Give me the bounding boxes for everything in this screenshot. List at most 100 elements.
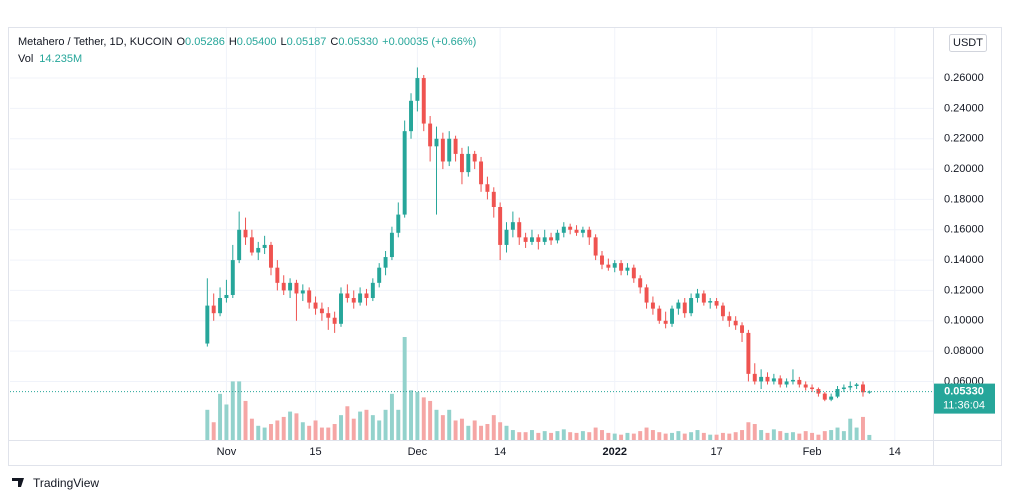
volume-bar [351, 418, 356, 440]
y-tick-label: 0.24000 [944, 102, 984, 114]
volume-bar [510, 430, 515, 440]
symbol: Metahero / Tether, 1D, KUCOIN [18, 36, 173, 48]
volume-bar [466, 425, 471, 440]
logo-icon [12, 478, 24, 487]
volume-bar [313, 420, 318, 440]
candle-body [670, 308, 674, 324]
volume-bar [670, 432, 674, 440]
volume-bar [587, 432, 592, 440]
volume-bar [211, 422, 216, 440]
y-tick-label: 0.22000 [944, 133, 984, 145]
x-tick-label: 2022 [602, 446, 626, 458]
candle-body [491, 191, 496, 207]
countdown: 11:36:04 [943, 400, 985, 412]
volume-bar [383, 409, 388, 440]
candle-body [822, 393, 827, 400]
volume-bar [593, 427, 598, 440]
candle-body [759, 376, 764, 382]
volume-bar [307, 425, 312, 440]
volume-bar [288, 411, 293, 440]
candle-body [275, 267, 280, 283]
candle-body [746, 332, 751, 374]
volume-bar [256, 425, 261, 440]
candle-body [364, 293, 369, 299]
volume-bar [237, 381, 242, 440]
candle-body [708, 301, 713, 303]
volume-bar [275, 420, 280, 440]
y-tick-label: 0.12000 [944, 284, 984, 296]
candle-body [536, 237, 541, 242]
candle-body [459, 153, 464, 173]
volume-legend: Vol 14.235M [18, 53, 82, 65]
ohlc-field-value: 0.05400 [237, 36, 277, 48]
candle-body [211, 305, 216, 314]
candle-body [771, 378, 776, 382]
candle-body [867, 391, 872, 393]
currency-box[interactable] [949, 34, 987, 52]
candle-body [765, 376, 770, 382]
volume-bar [644, 427, 649, 440]
candle-body [326, 313, 331, 318]
candle-body [689, 298, 694, 314]
candle-body [784, 381, 789, 385]
volume-pane [205, 337, 872, 440]
candle-body [841, 387, 846, 390]
volume-bar [319, 427, 324, 440]
candle-body [861, 384, 865, 393]
candle-body [740, 325, 745, 333]
candle-body [593, 237, 598, 256]
grid [10, 28, 933, 440]
volume-bar [402, 337, 407, 440]
candle-body [510, 222, 515, 230]
volume-bar [574, 432, 579, 440]
y-tick-label: 0.08000 [944, 345, 984, 357]
candle-body [733, 320, 738, 326]
candle-body [402, 131, 407, 215]
volume-bar [491, 415, 496, 440]
volume-bar [523, 432, 528, 440]
candle-body [256, 247, 261, 253]
volume-bar [434, 409, 439, 440]
candle-body [237, 229, 242, 261]
volume-bar [561, 429, 566, 440]
volume-bar [657, 432, 662, 440]
volume-bar [733, 432, 738, 440]
volume-bar [269, 424, 273, 440]
volume-bar [816, 434, 821, 440]
volume-bar [517, 432, 522, 440]
volume-bar [663, 433, 668, 440]
candle-body [517, 222, 522, 238]
candle-body [345, 293, 350, 299]
volume-bar [529, 430, 534, 440]
candle-body [415, 78, 420, 101]
volume-bar [568, 432, 573, 440]
currency-label[interactable]: USDT [953, 37, 983, 49]
candle-body [587, 229, 592, 238]
volume-value: 14.235M [39, 53, 82, 65]
volume-bar [262, 427, 267, 440]
candle-body [701, 293, 706, 303]
candle-body [542, 237, 547, 242]
volume-bar [861, 416, 865, 440]
x-tick-label: Feb [803, 446, 822, 458]
ohlc-field-label: O [176, 36, 185, 48]
volume-bar [771, 429, 776, 440]
volume-bar [619, 434, 624, 440]
legend: Metahero / Tether, 1D, KUCOIN O0.05286 H0.… [18, 36, 476, 65]
candle-body [339, 293, 343, 324]
volume-bar [300, 422, 305, 440]
volume-bar [549, 432, 554, 440]
ohlc-field-value: 0.05286 [185, 36, 225, 48]
candle-body [281, 282, 286, 291]
volume-bar [440, 415, 445, 440]
candle-body [797, 379, 802, 385]
candle-body [440, 138, 445, 162]
ohlc-field-value: 0.05330 [338, 36, 378, 48]
widget-frame [8, 27, 1002, 466]
ohlc-field-value: 0.05187 [287, 36, 327, 48]
volume-bar [409, 390, 414, 440]
volume-bar [790, 432, 795, 440]
volume-bar [682, 433, 687, 440]
candle-body [790, 379, 795, 382]
x-tick-label: 15 [309, 446, 321, 458]
